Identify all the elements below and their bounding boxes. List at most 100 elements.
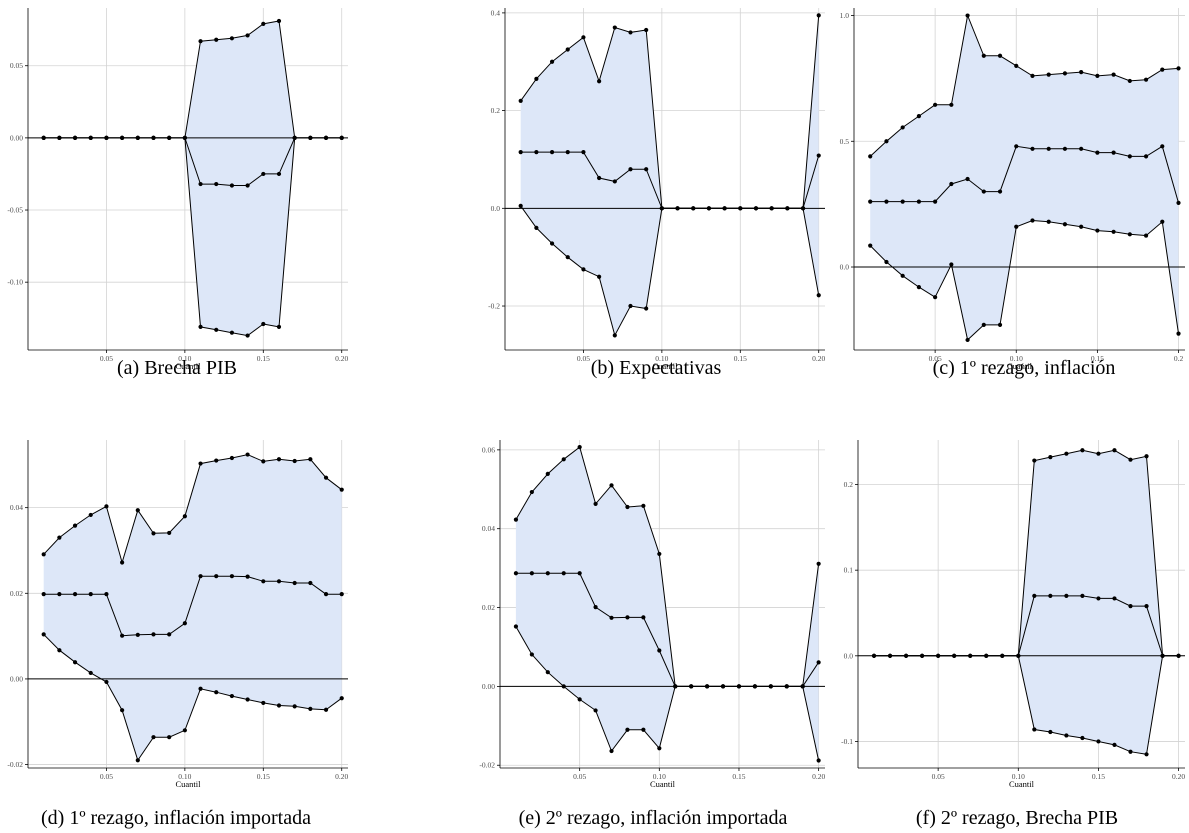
y-tick-label: -0.2 — [488, 302, 500, 311]
y-tick-label: 0.4 — [491, 8, 501, 17]
estimate-line — [870, 145, 1179, 204]
lower-bound-point — [884, 259, 889, 265]
upper-bound-point — [1127, 78, 1132, 84]
lower-bound-point — [785, 206, 790, 211]
estimate-point — [276, 171, 282, 177]
upper-bound-point — [816, 13, 821, 18]
lower-bound-point — [261, 700, 266, 706]
upper-bound-point — [88, 512, 93, 518]
upper-bound-point — [214, 37, 219, 42]
estimate-point — [214, 181, 219, 187]
upper-bound-point — [1062, 71, 1068, 76]
lower-bound-point — [261, 321, 266, 327]
estimate-point — [1030, 146, 1035, 151]
x-tick-label: 0.05 — [577, 354, 590, 363]
upper-bound-point — [1014, 63, 1019, 68]
upper-bound-point — [997, 53, 1003, 58]
upper-bound-point — [625, 504, 630, 510]
estimate-point — [565, 150, 570, 155]
upper-bound-point — [628, 30, 633, 35]
x-tick-label: 0.10 — [1010, 354, 1023, 363]
estimate-point — [1080, 593, 1085, 598]
x-tick-label: 0.10 — [655, 354, 668, 363]
lower-bound-point — [641, 727, 646, 732]
estimate-point — [339, 592, 344, 597]
y-tick-label: 1.0 — [840, 11, 850, 20]
estimate-point — [868, 199, 873, 204]
x-tick-label: 0.10 — [178, 772, 191, 781]
estimate-point — [628, 167, 633, 172]
lower-bound-point — [198, 324, 203, 330]
caption-a: (a) Brecha PIB — [117, 357, 237, 379]
lower-bound-point — [308, 706, 313, 712]
estimate-point — [1176, 200, 1181, 205]
lower-bound-point — [981, 322, 986, 327]
lower-bound-point — [920, 653, 925, 658]
confidence-band — [43, 454, 342, 761]
lower-bound-point — [120, 135, 125, 140]
estimate-point — [245, 574, 250, 579]
upper-bound-line — [43, 454, 343, 565]
lower-bound-point — [936, 653, 941, 658]
lower-bound-point — [1062, 222, 1068, 227]
lower-bound-point — [722, 206, 727, 211]
y-tick-label: 0.1 — [844, 566, 854, 575]
lower-bound-point — [952, 653, 957, 658]
lower-bound-point — [1160, 653, 1165, 658]
x-tick-label: 0.15 — [732, 772, 745, 781]
lower-bound-point — [738, 206, 743, 211]
upper-bound-point — [916, 114, 922, 119]
estimate-point — [884, 199, 889, 204]
lower-bound-point — [612, 333, 617, 338]
lower-bound-point — [292, 704, 297, 709]
confidence-band — [515, 447, 819, 761]
upper-bound-point — [597, 79, 602, 84]
x-axis-title: Cuantil — [1009, 779, 1035, 789]
lower-bound-point — [72, 660, 78, 665]
lower-bound-line — [515, 626, 820, 761]
lower-bound-point — [720, 684, 726, 689]
upper-bound-point — [529, 489, 534, 495]
upper-bound-point — [1080, 448, 1085, 453]
upper-bound-point — [261, 459, 266, 464]
lower-bound-line — [43, 137, 342, 337]
lower-bound-point — [41, 135, 46, 140]
panel-rezago2-brecha-pib: 0.05 0.10 0.15 0.20 0.2 0.1 0.0 -0.1 Cuantil — [841, 440, 1185, 789]
estimate-point — [609, 615, 614, 620]
x-tick-label: 0.15 — [257, 354, 270, 363]
estimate-point — [816, 660, 821, 665]
estimate-point — [561, 571, 566, 576]
lower-bound-point — [339, 696, 344, 701]
upper-bound-point — [581, 35, 586, 40]
estimate-point — [323, 592, 329, 597]
lower-bound-point — [308, 135, 313, 140]
lower-bound-point — [1048, 729, 1053, 735]
upper-bound-point — [1143, 77, 1149, 82]
lower-bound-point — [800, 684, 805, 689]
lower-bound-point — [1016, 653, 1021, 658]
upper-bound-point — [816, 561, 821, 566]
estimate-point — [612, 179, 617, 184]
estimate-point — [900, 199, 905, 204]
estimate-point — [1064, 593, 1069, 598]
lower-bound-point — [214, 327, 219, 332]
lower-bound-point — [1144, 752, 1149, 757]
lower-bound-point — [214, 690, 219, 695]
upper-bound-point — [612, 25, 617, 30]
upper-bound-point — [981, 53, 986, 58]
upper-bound-point — [593, 501, 598, 506]
x-tick-label: 0.10 — [178, 354, 191, 363]
upper-bound-point — [534, 76, 539, 81]
lower-bound-point — [675, 206, 680, 211]
upper-bound-point — [1046, 72, 1051, 77]
estimate-point — [816, 153, 821, 158]
x-tick-label: 0.20 — [335, 772, 348, 781]
upper-bound-point — [868, 154, 873, 159]
lower-bound-point — [769, 206, 774, 211]
lower-bound-point — [167, 135, 172, 140]
upper-bound-point — [292, 458, 297, 464]
lower-bound-point — [245, 333, 250, 338]
lower-bound-point — [120, 708, 125, 713]
lower-bound-point — [968, 653, 973, 658]
upper-bound-point — [245, 452, 250, 457]
